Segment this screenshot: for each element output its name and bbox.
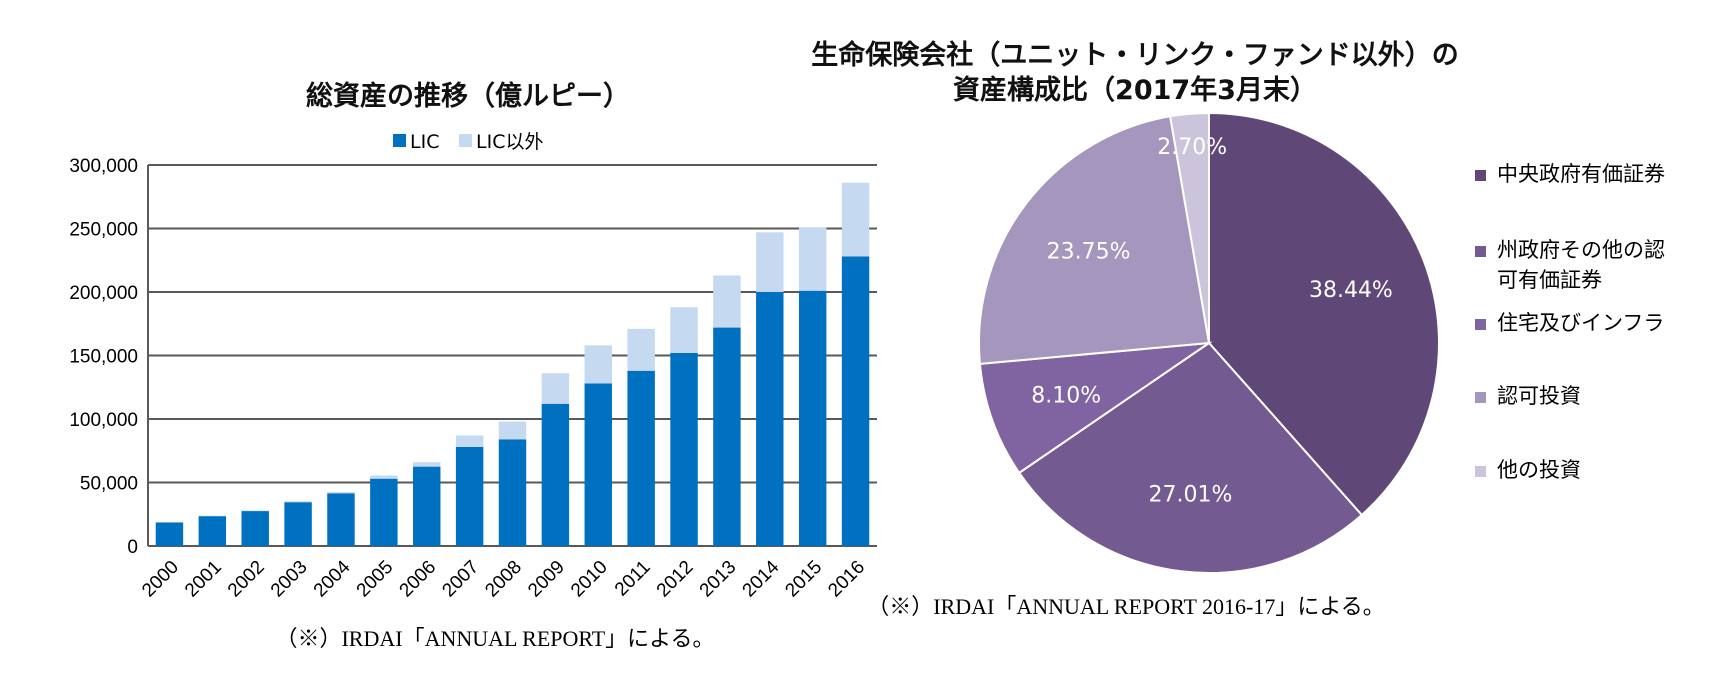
y-axis-ticks: 0 50,000 100,000 150,000 200,000 250,000 300,0…	[69, 156, 138, 558]
bar-chart-title: 総資産の推移（億ルピー）	[306, 80, 630, 112]
bar-non-lic	[455, 435, 484, 447]
bar-lic	[541, 403, 570, 546]
x-tick-label: 2013	[696, 557, 741, 602]
bar-non-lic	[327, 492, 355, 494]
bar-chart-source-note: （※）IRDAI「ANNUAL REPORT」による。	[275, 626, 714, 651]
pie-legend-swatch	[1475, 246, 1486, 257]
x-tick-label: 2000	[138, 557, 183, 602]
pie-slice	[1017, 341, 1364, 574]
y-tick-label: 250,000	[69, 220, 138, 241]
bar-lic	[198, 516, 227, 546]
bar-chart-legend: LIC LIC以外	[393, 131, 543, 153]
bar-lic	[756, 292, 784, 546]
bar-non-lic	[413, 462, 441, 467]
bar-non-lic	[284, 501, 312, 503]
pie-chart-title-line-2: 資産構成比（2017年3月末）	[953, 74, 1317, 106]
x-tick-label: 2010	[567, 557, 612, 602]
y-tick-label: 100,000	[69, 410, 138, 431]
bar-non-lic	[756, 232, 784, 292]
bar-lic	[584, 383, 612, 546]
legend-label-non-lic: LIC以外	[476, 131, 543, 153]
pie-legend-label: 可有価証券	[1497, 268, 1602, 292]
y-tick-label: 50,000	[80, 474, 138, 495]
bar-lic	[841, 256, 870, 546]
pie-legend-swatch	[1475, 170, 1486, 181]
bar-lic	[498, 439, 527, 546]
pie-legend-label: 州政府その他の認	[1497, 238, 1665, 262]
bar-lic	[327, 493, 355, 546]
pie-legend-label: 他の投資	[1497, 458, 1581, 482]
bar-lic	[798, 290, 827, 546]
y-tick-label: 200,000	[69, 283, 138, 304]
bar-non-lic	[627, 328, 655, 371]
bar-non-lic	[241, 510, 269, 512]
pie-value-label: 8.10%	[1031, 383, 1101, 408]
pie-legend-swatch	[1475, 392, 1486, 403]
pie-slices	[978, 111, 1440, 574]
x-tick-label: 2008	[481, 557, 526, 602]
pie-legend-swatch	[1475, 466, 1486, 477]
pie-value-label: 27.01%	[1149, 483, 1233, 508]
x-tick-label: 2009	[524, 557, 569, 602]
y-tick-label: 0	[127, 537, 138, 558]
x-axis-ticks: 2000200120022003200420052006200720082009…	[138, 556, 869, 601]
bar-lic	[370, 478, 398, 546]
asset-composition-pie-chart: 生命保険会社（ユニット・リンク・ファンド以外）の 資産構成比（2017年3月末）…	[811, 39, 1665, 619]
x-tick-label: 2011	[611, 557, 655, 601]
pie-value-labels: 38.44% 27.01% 8.10% 23.75% 2.70%	[1031, 135, 1393, 508]
bar-lic	[713, 327, 741, 546]
legend-label-lic: LIC	[410, 131, 439, 153]
pie-legend-label: 住宅及びインフラ	[1497, 311, 1664, 335]
pie-value-label: 2.70%	[1157, 135, 1227, 160]
bar-lic	[413, 466, 441, 546]
total-assets-bar-chart: 総資産の推移（億ルピー） LIC LIC以外 0 50,000 100,000 150…	[69, 80, 877, 651]
y-tick-label: 300,000	[69, 156, 138, 177]
bar-lic	[627, 370, 655, 546]
bar-lic	[670, 352, 698, 546]
legend-swatch-non-lic	[459, 134, 472, 147]
pie-value-label: 38.44%	[1309, 278, 1393, 303]
x-tick-label: 2003	[267, 557, 312, 602]
x-tick-label: 2012	[653, 557, 698, 602]
x-tick-label: 2006	[396, 557, 441, 602]
bar-non-lic	[713, 275, 741, 328]
pie-slice	[978, 341, 1213, 475]
bar-lic	[241, 511, 269, 546]
x-tick-label: 2001	[181, 557, 226, 602]
x-tick-label: 2002	[224, 557, 269, 602]
bar-non-lic	[541, 373, 570, 404]
bar-non-lic	[841, 182, 870, 257]
bar-non-lic	[798, 227, 827, 291]
x-tick-label: 2004	[310, 556, 355, 601]
bar-lic	[155, 522, 184, 546]
x-tick-label: 2015	[781, 557, 826, 602]
bar-non-lic	[670, 307, 698, 353]
bar-lic	[284, 502, 312, 546]
bar-non-lic	[584, 345, 612, 384]
x-tick-label: 2014	[739, 556, 784, 601]
pie-legend-label: 中央政府有価証券	[1497, 162, 1665, 186]
pie-chart-source-note: （※）IRDAI「ANNUAL REPORT 2016-17」による。	[867, 594, 1384, 619]
pie-legend-swatch	[1475, 319, 1486, 330]
legend-swatch-lic	[393, 134, 406, 147]
pie-slice	[1208, 111, 1440, 517]
pie-slice	[978, 115, 1211, 366]
x-tick-label: 2007	[438, 557, 483, 602]
bar-series	[155, 182, 870, 546]
pie-slice	[1169, 111, 1210, 344]
y-gridlines	[147, 164, 877, 547]
x-tick-label: 2005	[353, 557, 398, 602]
pie-legend-label: 認可投資	[1497, 384, 1581, 408]
bar-non-lic	[498, 421, 527, 440]
y-tick-label: 150,000	[69, 347, 138, 368]
pie-value-label: 23.75%	[1047, 240, 1131, 265]
bar-non-lic	[370, 475, 398, 479]
x-tick-label: 2016	[824, 557, 869, 602]
bar-lic	[455, 446, 484, 546]
pie-chart-title-line-1: 生命保険会社（ユニット・リンク・ファンド以外）の	[811, 39, 1458, 71]
